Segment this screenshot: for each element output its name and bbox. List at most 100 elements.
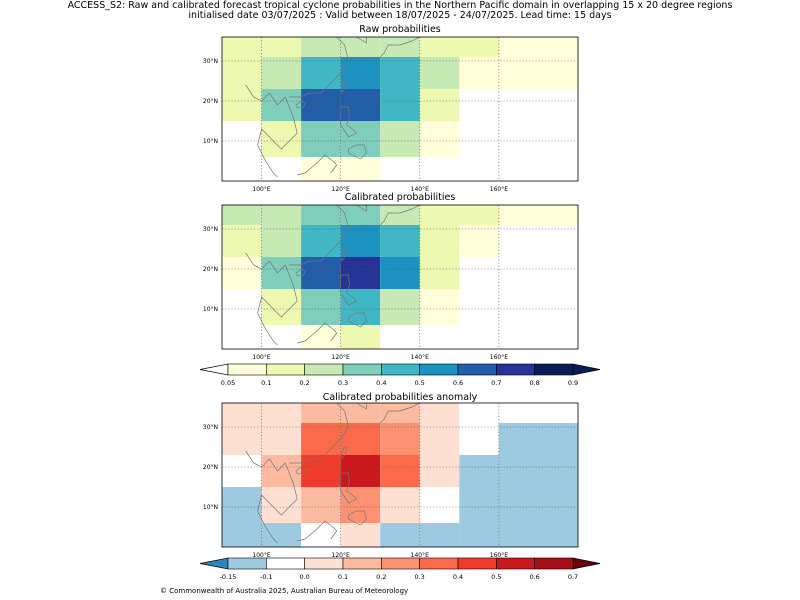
coastline — [295, 268, 306, 277]
coastline — [348, 510, 367, 526]
map-frame — [221, 204, 579, 350]
colorbar-segment — [304, 557, 344, 570]
prob-cell — [301, 423, 341, 455]
prob-cell — [538, 523, 578, 547]
prob-cell — [380, 423, 420, 455]
lat-tick-label: 20°N — [203, 266, 218, 273]
prob-cell — [498, 57, 539, 89]
prob-cell — [459, 225, 499, 257]
lat-tick-label: 10°N — [203, 504, 218, 511]
prob-cell — [261, 523, 302, 547]
lon-tick-label: 140°E — [411, 354, 429, 361]
colorbar-tick-label: 0.1 — [338, 573, 348, 581]
prob-cell — [459, 523, 499, 547]
figure-title-line-1: ACCESS_S2: Raw and calibrated forecast t… — [67, 0, 733, 11]
colorbar-tick-label: -0.1 — [260, 573, 273, 581]
colorbar-segment — [342, 557, 382, 570]
prob-cell — [222, 257, 262, 289]
prob-cell — [261, 121, 302, 157]
lon-tick-label: 140°E — [411, 552, 429, 559]
coastline — [348, 312, 367, 328]
prob-cell — [459, 37, 499, 57]
prob-cell — [261, 89, 302, 121]
prob-cell — [419, 205, 460, 225]
prob-cell — [419, 57, 460, 89]
colorbar-segment — [266, 363, 305, 376]
prob-cell — [340, 403, 381, 423]
colorbar-segment — [534, 557, 574, 570]
prob-cell — [261, 289, 302, 325]
colorbar-over-arrow — [572, 363, 601, 376]
prob-cell — [222, 455, 262, 487]
prob-cell — [301, 89, 341, 121]
prob-cell — [380, 121, 420, 157]
prob-cell — [340, 89, 381, 121]
coastline — [289, 402, 349, 464]
prob-cell — [340, 57, 381, 89]
colorbar-under-arrow — [199, 363, 229, 376]
prob-cell — [340, 325, 381, 349]
prob-cell — [538, 455, 578, 487]
prob-cell — [419, 523, 460, 547]
prob-cell — [459, 423, 499, 455]
prob-cell — [301, 57, 341, 89]
lat-tick-label: 10°N — [203, 306, 218, 313]
lon-tick-label: 120°E — [332, 552, 350, 559]
prob-cell — [301, 225, 341, 257]
prob-cell — [261, 455, 302, 487]
colorbar-segment — [534, 363, 574, 376]
lon-tick-label: 140°E — [411, 186, 429, 193]
colorbar-over-arrow — [572, 557, 601, 570]
colorbar-segment — [419, 557, 459, 570]
colorbar-tick-label: 0.6 — [453, 379, 463, 387]
prob-cell — [459, 455, 499, 487]
prob-cell — [419, 289, 460, 325]
prob-cell — [261, 257, 302, 289]
prob-cell — [419, 89, 460, 121]
prob-cell — [538, 403, 578, 423]
prob-cell — [340, 523, 381, 547]
prob-cell — [301, 205, 341, 225]
coastline — [295, 466, 306, 475]
prob-cell — [380, 523, 420, 547]
prob-cell — [380, 89, 420, 121]
copyright-footer: © Commonwealth of Australia 2025, Austra… — [160, 587, 409, 595]
coastline — [341, 446, 348, 460]
prob-cell — [222, 523, 262, 547]
colorbar-tick-label: 0.4 — [376, 379, 386, 387]
coastline — [356, 402, 367, 410]
colorbar-segment — [457, 557, 497, 570]
colorbar-tick-label: 0.3 — [338, 379, 348, 387]
lat-tick-label: 30°N — [203, 424, 218, 431]
prob-cell — [498, 37, 539, 57]
colorbar-tick-label: 0.8 — [529, 379, 539, 387]
colorbar-tick-label: 0.5 — [414, 379, 424, 387]
prob-cell — [222, 37, 262, 57]
prob-cell — [340, 455, 381, 487]
prob-cell — [340, 257, 381, 289]
prob-cell — [222, 487, 262, 523]
lon-tick-label: 160°E — [490, 354, 508, 361]
prob-cell — [261, 403, 302, 423]
prob-cell — [419, 257, 460, 289]
coastline — [340, 106, 358, 138]
prob-cell — [498, 523, 539, 547]
raw-panel-title: Raw probabilities — [359, 24, 441, 35]
colorbar-tick-label: 0.6 — [529, 573, 539, 581]
colorbar-tick-label: 0.9 — [568, 379, 578, 387]
colorbar-under-arrow — [199, 557, 229, 570]
lon-tick-label: 160°E — [490, 186, 508, 193]
prob-cell — [380, 487, 420, 523]
prob-cell — [419, 403, 460, 423]
prob-cell — [498, 423, 539, 455]
prob-cell — [340, 121, 381, 157]
prob-cell — [419, 455, 460, 487]
prob-cell — [340, 423, 381, 455]
prob-cell — [261, 37, 302, 57]
colorbar-tick-label: 0.4 — [453, 573, 463, 581]
colorbar-segment — [304, 363, 344, 376]
prob-cell — [301, 523, 341, 547]
map-panel-0: 100°E 120°E 140°E 160°E 30°N 20°N 10°N — [203, 36, 579, 193]
prob-cell — [261, 225, 302, 257]
